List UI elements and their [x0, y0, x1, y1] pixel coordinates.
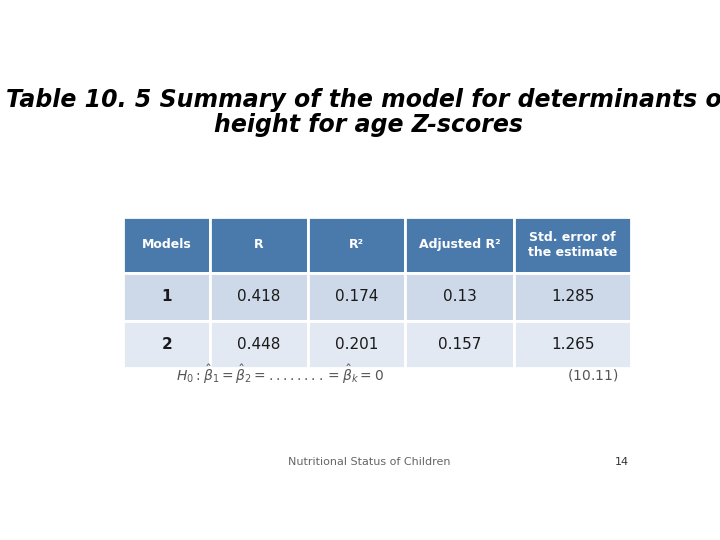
Text: 0.418: 0.418 [237, 289, 281, 304]
FancyBboxPatch shape [405, 217, 514, 273]
Text: Nutritional Status of Children: Nutritional Status of Children [288, 457, 450, 467]
FancyBboxPatch shape [307, 217, 405, 273]
Text: 0.174: 0.174 [335, 289, 378, 304]
Text: Std. error of
the estimate: Std. error of the estimate [528, 231, 617, 259]
Text: 0.157: 0.157 [438, 337, 482, 352]
FancyBboxPatch shape [514, 273, 631, 321]
Text: 1: 1 [161, 289, 172, 304]
Text: R²: R² [349, 238, 364, 251]
FancyBboxPatch shape [124, 321, 210, 368]
FancyBboxPatch shape [124, 273, 210, 321]
Text: 2: 2 [161, 337, 172, 352]
FancyBboxPatch shape [405, 273, 514, 321]
Text: 0.13: 0.13 [443, 289, 477, 304]
FancyBboxPatch shape [210, 217, 307, 273]
Text: Models: Models [142, 238, 192, 251]
FancyBboxPatch shape [514, 321, 631, 368]
FancyBboxPatch shape [514, 217, 631, 273]
Text: Table 10. 5 Summary of the model for determinants of: Table 10. 5 Summary of the model for det… [6, 88, 720, 112]
FancyBboxPatch shape [307, 273, 405, 321]
Text: 1.265: 1.265 [551, 337, 595, 352]
Text: 14: 14 [614, 457, 629, 467]
FancyBboxPatch shape [124, 217, 210, 273]
FancyBboxPatch shape [307, 321, 405, 368]
Text: 0.448: 0.448 [237, 337, 281, 352]
Text: 0.201: 0.201 [335, 337, 378, 352]
Text: Adjusted R²: Adjusted R² [419, 238, 500, 251]
FancyBboxPatch shape [210, 321, 307, 368]
Text: 1.285: 1.285 [551, 289, 594, 304]
Text: height for age Z-scores: height for age Z-scores [215, 113, 523, 137]
Text: R: R [254, 238, 264, 251]
FancyBboxPatch shape [210, 273, 307, 321]
FancyBboxPatch shape [405, 321, 514, 368]
Text: $H_0 : \hat{\beta}_1 = \hat{\beta}_2 = ........ = \hat{\beta}_k = 0$: $H_0 : \hat{\beta}_1 = \hat{\beta}_2 = .… [176, 363, 384, 386]
Text: $(10.11)$: $(10.11)$ [567, 367, 618, 382]
